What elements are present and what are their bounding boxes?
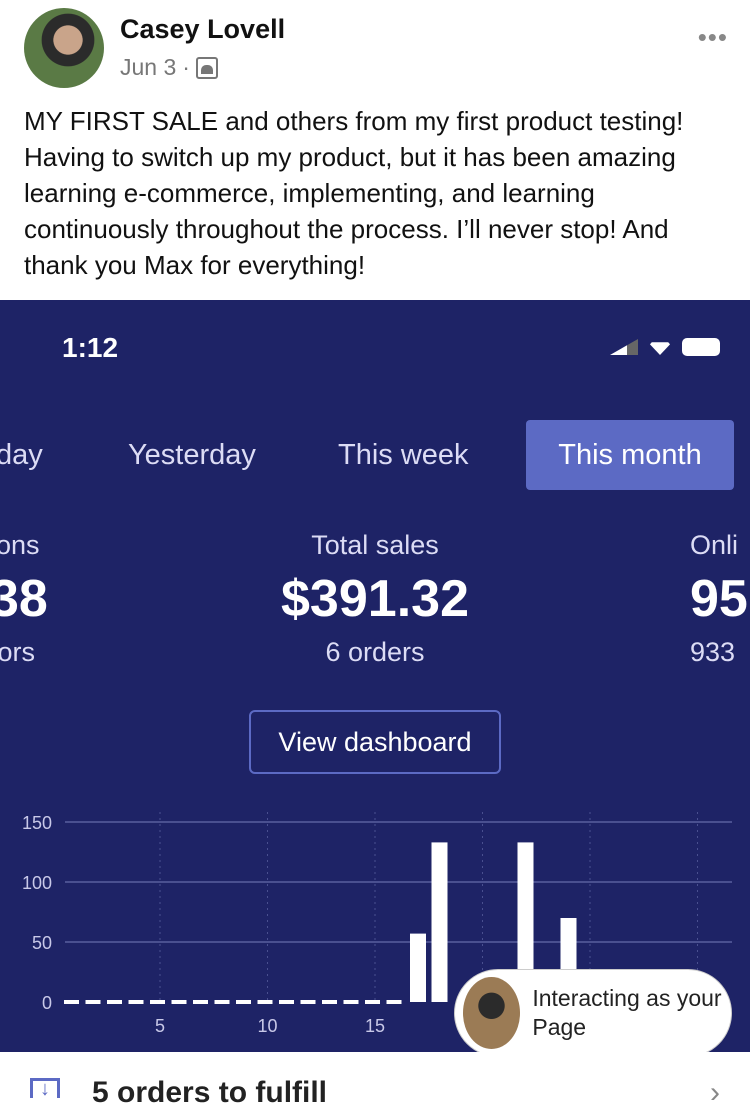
y-tick-label: 150 — [22, 813, 52, 833]
x-tick-label: 10 — [257, 1016, 277, 1036]
y-tick-label: 50 — [32, 933, 52, 953]
stat-sub: 933 — [690, 637, 736, 667]
author-name[interactable]: Casey Lovell — [120, 14, 286, 44]
interacting-text: Interacting as your Page — [532, 985, 722, 1040]
stat-label: ions — [0, 530, 40, 560]
tab-today: day — [0, 439, 43, 471]
total-sales-value: $391.32 — [281, 570, 469, 628]
bar — [410, 933, 426, 1002]
tab-this-month: This month — [526, 420, 734, 490]
tab-this-week: This week — [338, 439, 469, 471]
separator: · — [182, 54, 190, 80]
stat-sub: tors — [0, 637, 36, 667]
orders-count: 6 orders — [325, 637, 425, 667]
bar — [517, 842, 534, 1002]
tab-yesterday: Yesterday — [128, 439, 256, 471]
status-bar — [610, 338, 720, 356]
stat-left: ions 38 tors — [0, 530, 48, 668]
stat-label: Onli — [690, 530, 739, 560]
post-text: MY FIRST SALE and others from my first p… — [24, 106, 684, 280]
x-tick-label: 5 — [155, 1016, 165, 1036]
bar — [431, 842, 448, 1002]
total-sales-label: Total sales — [311, 530, 439, 560]
orders-to-fulfill: 5 orders to fulfill — [92, 1076, 328, 1109]
author-avatar[interactable] — [24, 8, 104, 88]
view-dashboard-button: View dashboard — [249, 710, 501, 774]
more-options-icon[interactable]: ••• — [697, 22, 728, 52]
y-tick-label: 100 — [22, 873, 52, 893]
stat-value: 38 — [0, 570, 48, 628]
interacting-as-page-badge[interactable]: Interacting as your Page — [454, 969, 732, 1057]
phone-time: 1:12 — [62, 332, 119, 363]
download-icon: ↓ — [30, 1078, 60, 1099]
page-avatar — [463, 977, 521, 1049]
fulfill-row: ↓ 5 orders to fulfill › — [0, 1052, 750, 1109]
battery-icon — [682, 338, 720, 356]
chevron-right-icon: › — [710, 1076, 720, 1109]
x-tick-label: 15 — [365, 1016, 385, 1036]
y-tick-label: 0 — [42, 993, 52, 1013]
stat-total-sales: Total sales $391.32 6 orders — [225, 530, 525, 668]
post-date[interactable]: Jun 3 — [120, 54, 177, 80]
post-meta: Jun 3 · — [120, 54, 218, 81]
group-icon — [195, 56, 218, 79]
stat-right: Onli 95 933 — [690, 530, 748, 668]
stat-value: 95 — [690, 570, 748, 628]
